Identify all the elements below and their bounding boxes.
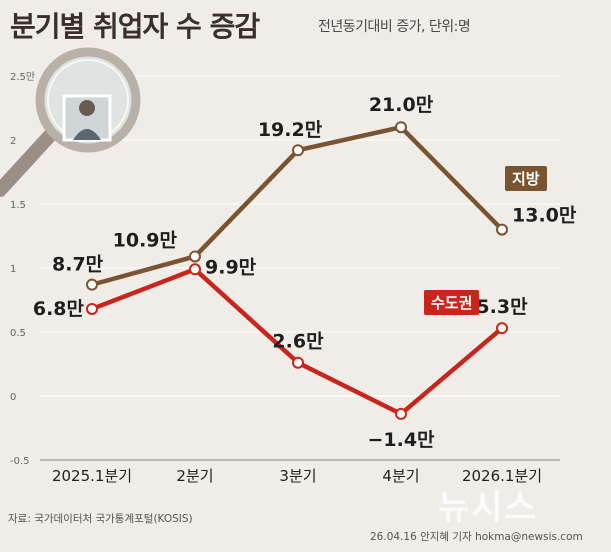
data-point <box>86 302 98 315</box>
data-label: 13.0만 <box>512 205 577 227</box>
y-tick-label: -0.5 <box>10 456 30 467</box>
y-tick-labels: 2.5만 2 1.5 1 0.5 0 -0.5 <box>10 71 35 467</box>
legend-local-badge: 지방 <box>505 166 547 191</box>
data-point <box>189 263 201 276</box>
y-tick-label: 0 <box>10 392 16 403</box>
y-tick-label: 1.5 <box>10 200 26 211</box>
data-label: 19.2만 <box>258 119 323 141</box>
data-labels: 8.7만 10.9만 19.2만 21.0만 13.0만 6.8만 9.9만 2.6만 −1.4… <box>33 94 577 451</box>
credit-note: 26.04.16 안지혜 기자 hokma@newsis.com <box>370 531 583 543</box>
y-tick-label: 2 <box>10 136 16 147</box>
x-tick-label: 2분기 <box>176 467 213 485</box>
page-subtitle: 전년동기대비 증가, 단위:명 <box>318 19 471 35</box>
x-tick-label: 2026.1분기 <box>462 467 542 485</box>
data-label: 8.7만 <box>52 254 104 276</box>
data-label: 5.3만 <box>476 296 528 318</box>
data-point <box>292 144 304 157</box>
data-point <box>496 322 508 335</box>
x-tick-label: 4분기 <box>382 467 419 485</box>
person-icon <box>62 94 112 142</box>
magnifier-icon <box>0 47 141 197</box>
series-points <box>86 121 508 420</box>
data-point <box>395 407 407 420</box>
data-label: 6.8만 <box>33 298 85 320</box>
data-point <box>496 223 508 236</box>
y-tick-label: 2.5만 <box>10 71 35 83</box>
data-label: 9.9만 <box>205 256 257 278</box>
grid-layer <box>40 75 560 461</box>
series-lines <box>91 124 504 417</box>
data-label: 10.9만 <box>113 229 178 251</box>
x-tick-label: 2025.1분기 <box>52 467 132 485</box>
legend-capital-badge: 수도권 <box>424 290 480 315</box>
x-tick-label: 3분기 <box>279 467 316 485</box>
source-note: 자료: 국가데이터처 국가통계포털(KOSIS) <box>8 513 193 525</box>
data-point <box>292 356 304 369</box>
data-label: −1.4만 <box>367 429 435 451</box>
data-label: 2.6만 <box>272 331 324 353</box>
y-tick-label: 0.5 <box>10 328 26 339</box>
page-title: 분기별 취업자 수 증감 <box>10 10 260 43</box>
x-tick-labels: 2025.1분기 2분기 3분기 4분기 2026.1분기 <box>52 467 542 485</box>
data-point <box>86 278 98 291</box>
y-tick-label: 1 <box>10 264 16 275</box>
data-label: 21.0만 <box>369 94 434 116</box>
data-point <box>189 250 201 263</box>
data-point <box>395 121 407 134</box>
watermark-logo: 뉴시스 <box>438 488 538 528</box>
